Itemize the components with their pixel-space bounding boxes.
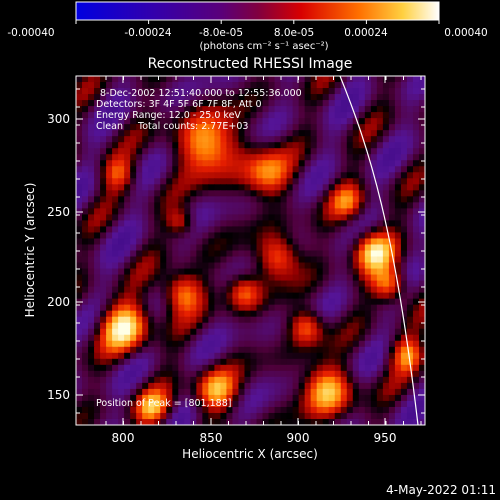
axis-ticks	[76, 76, 425, 425]
colorbar-tick-label: 0.00024	[344, 27, 388, 39]
info-total-counts: Clean Total counts: 2.77E+03	[96, 121, 248, 132]
solar-limb-curve	[339, 76, 419, 425]
footer-date: 4-May-2022 01:11	[386, 483, 496, 497]
plot-title: Reconstructed RHESSI Image	[148, 56, 353, 72]
y-tick-label: 200	[47, 295, 70, 309]
peak-position-label: Position of Peak = [801,188]	[96, 398, 231, 409]
colorbar-tick-label: -8.0e-05	[199, 27, 243, 39]
y-tick-label: 250	[47, 205, 70, 219]
colorbar-tick-label: 0.00040	[444, 27, 487, 39]
x-tick-label: 850	[200, 431, 223, 445]
info-detectors: Detectors: 3F 4F 5F 6F 7F 8F, Att 0	[96, 99, 262, 110]
y-tick-label: 300	[47, 112, 70, 126]
info-time-range: 8-Dec-2002 12:51:40.000 to 12:55:36.000	[100, 88, 302, 99]
colorbar	[75, 1, 440, 21]
y-tick-label: 150	[47, 388, 70, 402]
colorbar-unit-label: (photons cm⁻² s⁻¹ asec⁻²)	[199, 41, 328, 52]
info-energy-range: Energy Range: 12.0 - 25.0 keV	[96, 110, 241, 121]
x-axis-label: Heliocentric X (arcsec)	[182, 447, 318, 461]
x-tick-label: 800	[112, 431, 135, 445]
colorbar-tick-label: 8.0e-05	[274, 27, 314, 39]
colorbar-tick-label: -0.00024	[124, 27, 172, 39]
rhessi-image	[76, 76, 425, 425]
x-tick-label: 900	[287, 431, 310, 445]
colorbar-ticks	[75, 20, 440, 24]
colorbar-tick-label: -0.00040	[7, 27, 54, 39]
x-tick-label: 950	[374, 431, 397, 445]
y-axis-label: Heliocentric Y (arcsec)	[23, 183, 37, 318]
